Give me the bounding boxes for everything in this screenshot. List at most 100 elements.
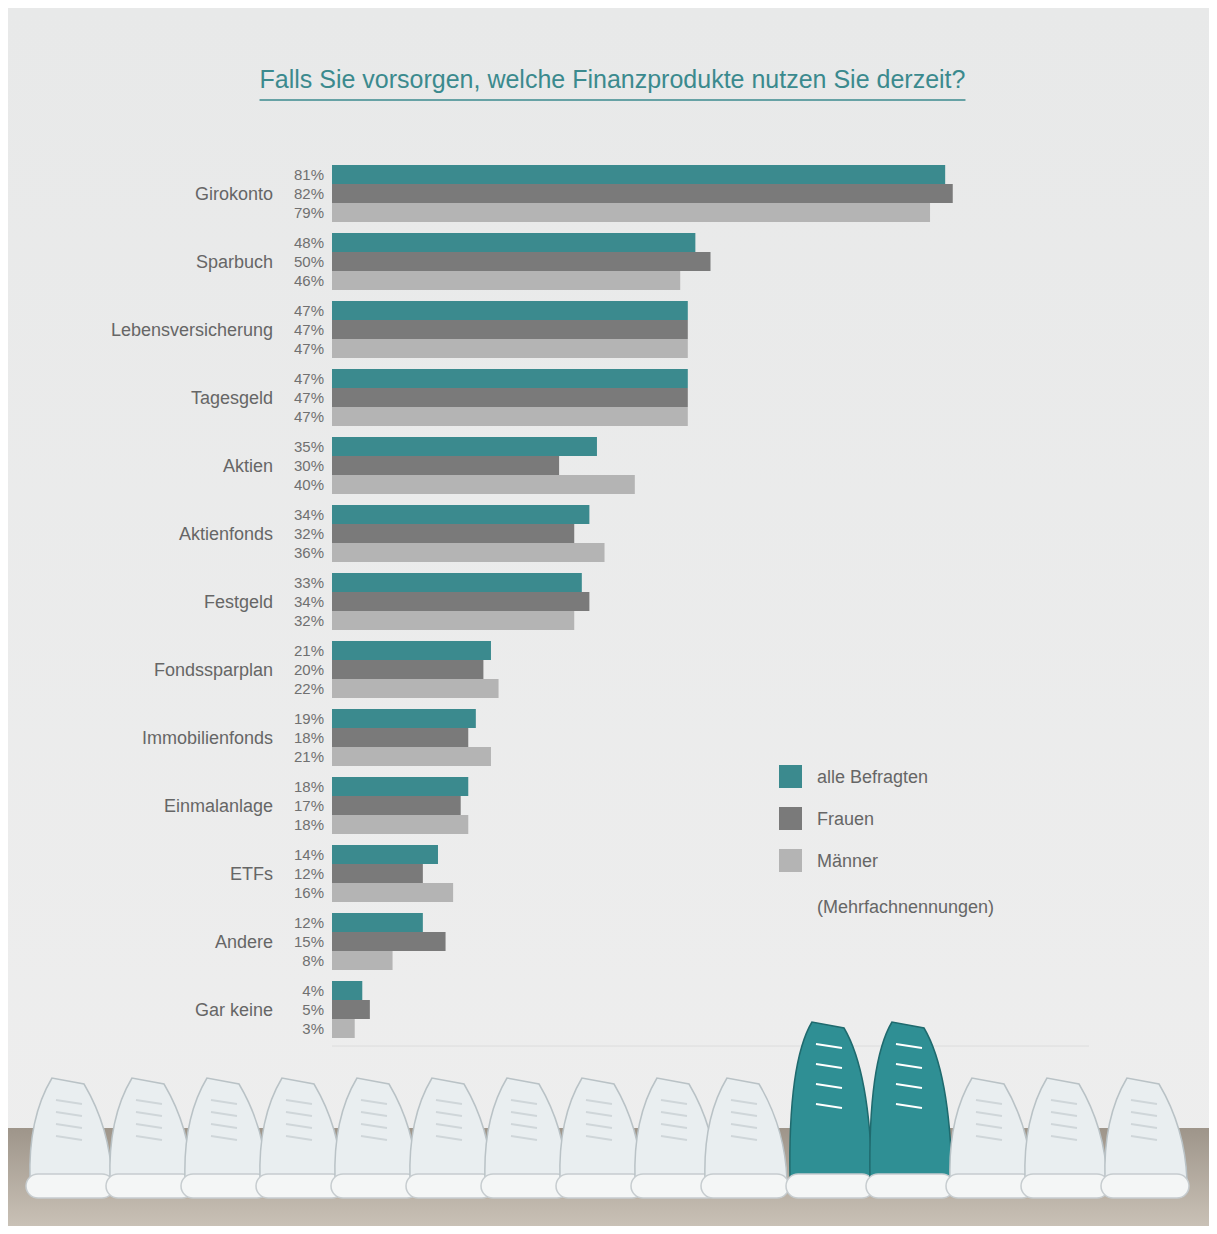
shoe-upper bbox=[30, 1078, 112, 1180]
category-label: Festgeld bbox=[204, 592, 273, 612]
shoe-lace bbox=[661, 1124, 687, 1128]
shoe-lace bbox=[896, 1044, 922, 1048]
shoe-lace bbox=[211, 1136, 237, 1140]
shoe-lace bbox=[816, 1084, 842, 1088]
shoe-lace bbox=[731, 1100, 757, 1104]
shoe-lace bbox=[1131, 1124, 1157, 1128]
shoe-lace bbox=[136, 1112, 162, 1116]
shoe-lace bbox=[731, 1136, 757, 1140]
shoe-lace bbox=[286, 1124, 312, 1128]
category-label: ETFs bbox=[230, 864, 273, 884]
shoe-lace bbox=[211, 1100, 237, 1104]
bar bbox=[332, 932, 446, 951]
shoe-lace bbox=[361, 1112, 387, 1116]
shoe-lace bbox=[661, 1112, 687, 1116]
data-label: 36% bbox=[294, 544, 324, 561]
data-label: 14% bbox=[294, 846, 324, 863]
background bbox=[8, 8, 1209, 1226]
shoe-lace bbox=[361, 1124, 387, 1128]
shoe-lace bbox=[286, 1100, 312, 1104]
shoe-lace bbox=[436, 1124, 462, 1128]
shoe-upper bbox=[410, 1078, 492, 1180]
legend: alle BefragtenFrauenMänner(Mehrfachnennu… bbox=[779, 765, 994, 917]
teal-shoe bbox=[866, 1022, 954, 1198]
legend-swatch bbox=[779, 807, 802, 830]
shoe-lace bbox=[586, 1136, 612, 1140]
shoe-sole bbox=[26, 1174, 114, 1198]
white-shoe bbox=[1101, 1078, 1189, 1198]
bar bbox=[332, 456, 559, 475]
data-label: 20% bbox=[294, 661, 324, 678]
bar bbox=[332, 796, 461, 815]
bar bbox=[332, 728, 468, 747]
shoe-lace bbox=[211, 1112, 237, 1116]
white-shoe bbox=[181, 1078, 269, 1198]
white-shoe bbox=[256, 1078, 344, 1198]
shoe-upper bbox=[335, 1078, 417, 1180]
legend-label: Frauen bbox=[817, 809, 874, 829]
bar bbox=[332, 641, 491, 660]
shoe-upper bbox=[790, 1022, 872, 1180]
white-shoe bbox=[701, 1078, 789, 1198]
shoe-lace bbox=[361, 1100, 387, 1104]
data-label: 8% bbox=[302, 952, 324, 969]
title: Falls Sie vorsorgen, welche Finanzproduk… bbox=[260, 65, 966, 93]
shoe-lace bbox=[1051, 1112, 1077, 1116]
shoe-lace bbox=[211, 1124, 237, 1128]
data-label: 30% bbox=[294, 457, 324, 474]
bar bbox=[332, 660, 483, 679]
title-underline bbox=[260, 99, 966, 101]
shoe-lace bbox=[511, 1100, 537, 1104]
shoe-lace bbox=[731, 1124, 757, 1128]
bar bbox=[332, 505, 589, 524]
data-label: 16% bbox=[294, 884, 324, 901]
data-label: 4% bbox=[302, 982, 324, 999]
shoe-lace bbox=[136, 1136, 162, 1140]
range-line bbox=[332, 1046, 1089, 1047]
bar bbox=[332, 233, 695, 252]
data-label: 18% bbox=[294, 729, 324, 746]
bar bbox=[332, 1019, 355, 1038]
shoe-upper bbox=[950, 1078, 1032, 1180]
shoe-lace bbox=[1131, 1112, 1157, 1116]
shoe-upper bbox=[560, 1078, 642, 1180]
data-label: 48% bbox=[294, 234, 324, 251]
shoe-upper bbox=[870, 1022, 952, 1180]
data-label: 5% bbox=[302, 1001, 324, 1018]
shoe-lace bbox=[56, 1112, 82, 1116]
shoe-sole bbox=[866, 1174, 954, 1198]
data-label: 33% bbox=[294, 574, 324, 591]
shoe-lace bbox=[976, 1100, 1002, 1104]
white-shoe bbox=[26, 1078, 114, 1198]
shoe-upper bbox=[1025, 1078, 1107, 1180]
shoe-lace bbox=[1131, 1100, 1157, 1104]
data-label: 12% bbox=[294, 865, 324, 882]
category-label: Einmalanlage bbox=[164, 796, 273, 816]
category-label: Lebensversicherung bbox=[111, 320, 273, 340]
shoe-sole bbox=[701, 1174, 789, 1198]
bar bbox=[332, 592, 589, 611]
data-label: 12% bbox=[294, 914, 324, 931]
shoe-lace bbox=[286, 1112, 312, 1116]
data-label: 18% bbox=[294, 778, 324, 795]
bar bbox=[332, 271, 680, 290]
shoe-lace bbox=[1131, 1136, 1157, 1140]
shoe-lace bbox=[511, 1136, 537, 1140]
shoe-upper bbox=[110, 1078, 192, 1180]
decoration bbox=[8, 1022, 1209, 1226]
shoe-lace bbox=[731, 1112, 757, 1116]
bar bbox=[332, 883, 453, 902]
bar bbox=[332, 981, 362, 1000]
shoe-upper bbox=[185, 1078, 267, 1180]
bar bbox=[332, 252, 711, 271]
bar bbox=[332, 815, 468, 834]
white-shoe bbox=[106, 1078, 194, 1198]
data-label: 40% bbox=[294, 476, 324, 493]
bar bbox=[332, 709, 476, 728]
shoe-lace bbox=[1051, 1136, 1077, 1140]
bar bbox=[332, 777, 468, 796]
shoe-lace bbox=[896, 1084, 922, 1088]
bar bbox=[332, 339, 688, 358]
data-label: 32% bbox=[294, 525, 324, 542]
shoe-upper bbox=[705, 1078, 787, 1180]
